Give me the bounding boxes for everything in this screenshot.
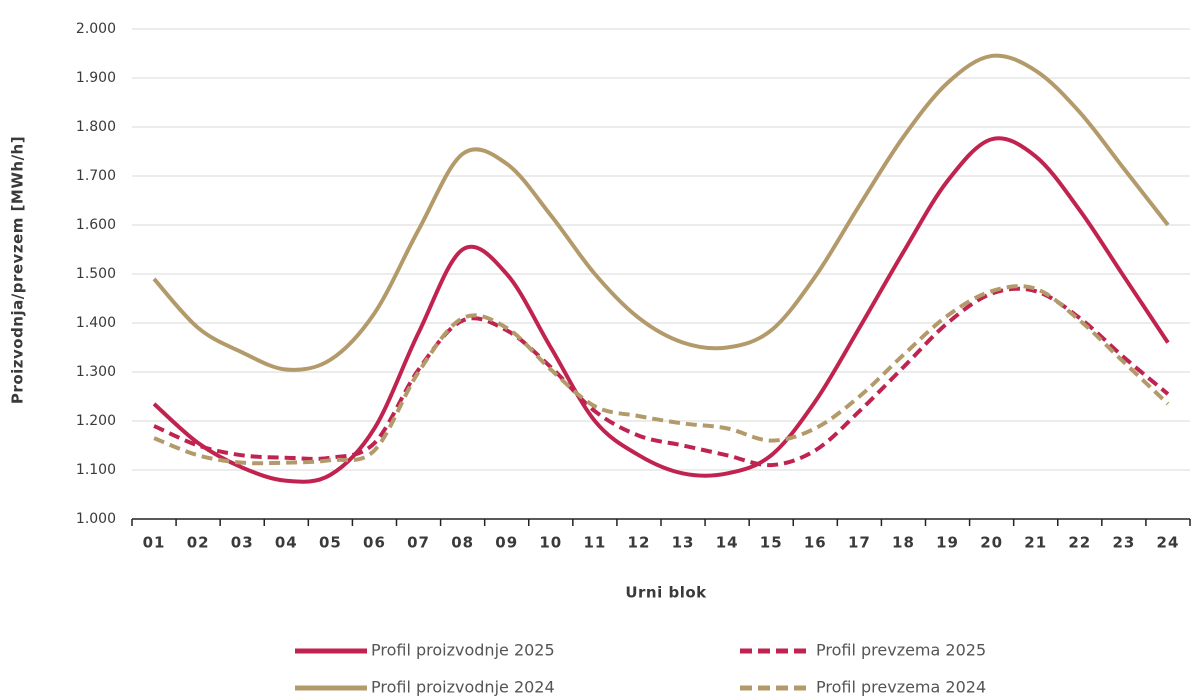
y-tick-label: 1.800: [76, 119, 116, 135]
series-line: [152, 136, 1170, 484]
y-tick-label: 1.000: [76, 511, 116, 527]
series-line: [153, 286, 1170, 468]
y-tick-label: 1.300: [76, 364, 116, 380]
x-tick-label: 21: [1024, 534, 1047, 552]
x-tick-label: 15: [760, 534, 783, 552]
y-tick-label: 1.100: [76, 462, 116, 478]
y-tick-label: 1.600: [76, 217, 116, 233]
y-tick-label: 1.200: [76, 413, 116, 429]
x-tick-label: 18: [892, 534, 915, 552]
y-axis-title: Proizvodnja/prevzem [MWh/h]: [9, 136, 27, 404]
x-tick-label: 20: [980, 534, 1003, 552]
y-tick-label: 2.000: [76, 21, 116, 37]
x-tick-label: 24: [1157, 534, 1180, 552]
series-line: [152, 53, 1170, 372]
y-tick-label: 1.700: [76, 168, 116, 184]
x-tick-label: 08: [451, 534, 474, 552]
legend-label: Profil prevzema 2024: [816, 678, 986, 697]
x-axis-title: Urni blok: [625, 584, 707, 602]
legend-label: Profil proizvodnje 2024: [371, 678, 555, 697]
x-tick-label: 07: [407, 534, 430, 552]
y-tick-label: 1.400: [76, 315, 116, 331]
x-tick-label: 23: [1112, 534, 1135, 552]
x-tick-label: 09: [495, 534, 518, 552]
legend-label: Profil prevzema 2025: [816, 641, 986, 660]
x-tick-label: 11: [583, 534, 606, 552]
x-tick-label: 16: [804, 534, 827, 552]
x-tick-label: 19: [936, 534, 959, 552]
x-tick-label: 13: [672, 534, 695, 552]
x-tick-label: 17: [848, 534, 871, 552]
y-tick-label: 1.500: [76, 266, 116, 282]
legend-label: Profil proizvodnje 2025: [371, 641, 555, 660]
x-tick-label: 01: [143, 534, 166, 552]
x-tick-label: 04: [275, 534, 298, 552]
x-tick-label: 22: [1068, 534, 1091, 552]
x-tick-label: 06: [363, 534, 386, 552]
x-tick-label: 12: [628, 534, 651, 552]
x-tick-label: 05: [319, 534, 342, 552]
series-line: [153, 284, 1170, 466]
x-tick-label: 02: [187, 534, 210, 552]
x-tick-label: 14: [716, 534, 739, 552]
y-tick-label: 1.900: [76, 70, 116, 86]
x-tick-label: 03: [231, 534, 254, 552]
x-tick-label: 10: [539, 534, 562, 552]
